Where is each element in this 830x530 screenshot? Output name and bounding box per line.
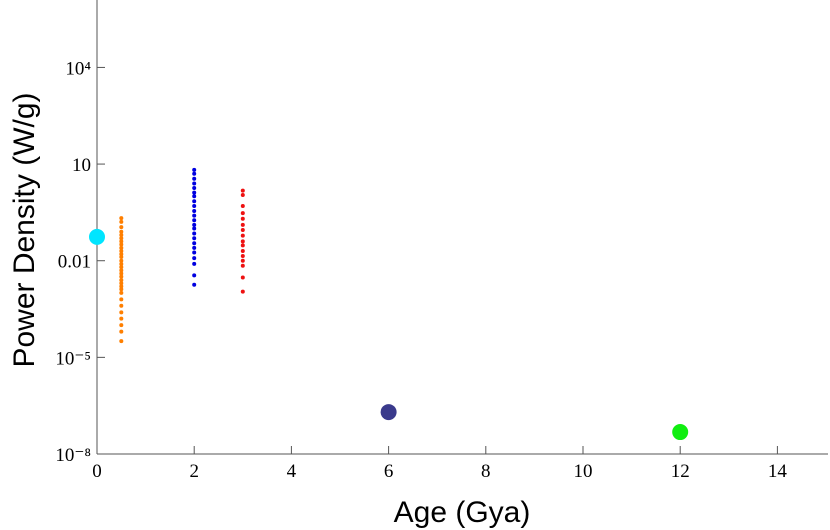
x-tick-label: 8 xyxy=(481,461,491,482)
point xyxy=(119,258,124,263)
point xyxy=(192,241,197,246)
point xyxy=(192,167,197,172)
point xyxy=(192,171,197,176)
point xyxy=(119,255,124,260)
point xyxy=(119,284,124,289)
x-axis-label: Age (Gya) xyxy=(394,496,531,529)
point xyxy=(192,218,197,223)
x-tick-label: 12 xyxy=(671,461,690,482)
point xyxy=(119,219,124,224)
point xyxy=(119,310,124,315)
point xyxy=(240,216,245,221)
point xyxy=(192,181,197,186)
point xyxy=(119,268,124,273)
x-tick-label: 6 xyxy=(384,461,394,482)
x-tick-label: 4 xyxy=(287,461,297,482)
point xyxy=(240,211,245,216)
point xyxy=(119,225,124,230)
y-axis-label: Power Density (W/g) xyxy=(8,92,41,367)
point xyxy=(672,424,689,441)
point xyxy=(240,227,245,232)
point xyxy=(192,261,197,266)
point xyxy=(240,233,245,238)
point xyxy=(89,228,105,245)
point xyxy=(240,203,245,208)
point xyxy=(192,256,197,261)
point xyxy=(119,303,124,308)
point xyxy=(119,236,124,241)
point xyxy=(192,199,197,204)
x-tick-label: 10 xyxy=(574,461,593,482)
point xyxy=(240,243,245,248)
point xyxy=(240,275,245,280)
point xyxy=(192,194,197,199)
point xyxy=(192,226,197,231)
point xyxy=(119,216,124,221)
point xyxy=(119,274,124,279)
point xyxy=(192,236,197,241)
point xyxy=(119,229,124,234)
point xyxy=(240,239,245,244)
point xyxy=(240,263,245,268)
point xyxy=(240,254,245,259)
point xyxy=(192,203,197,208)
point xyxy=(119,287,124,292)
point xyxy=(192,231,197,236)
y-tick-label: 10 xyxy=(72,155,91,176)
point xyxy=(119,278,124,283)
point xyxy=(119,297,124,302)
point xyxy=(192,222,197,227)
point xyxy=(119,281,124,286)
x-tick-label: 2 xyxy=(189,461,199,482)
point xyxy=(192,190,197,195)
point xyxy=(119,232,124,237)
point xyxy=(192,186,197,191)
point xyxy=(119,316,124,321)
point xyxy=(192,273,197,278)
point xyxy=(119,323,124,328)
point xyxy=(119,239,124,244)
point xyxy=(119,329,124,334)
point xyxy=(240,249,245,254)
point xyxy=(119,249,124,254)
point xyxy=(119,262,124,267)
y-tick-label: 10⁻⁸ xyxy=(55,445,91,466)
point xyxy=(240,188,245,193)
point xyxy=(119,265,124,270)
point xyxy=(240,192,245,197)
y-tick-label: 10⁴ xyxy=(65,58,91,79)
point xyxy=(119,242,124,247)
point xyxy=(240,258,245,263)
point xyxy=(380,404,397,421)
point xyxy=(119,290,124,295)
point xyxy=(192,250,197,255)
point xyxy=(119,271,124,276)
point xyxy=(119,245,124,250)
point xyxy=(192,176,197,181)
point xyxy=(119,339,124,344)
point xyxy=(192,245,197,250)
point xyxy=(192,213,197,218)
x-tick-label: 14 xyxy=(768,461,788,482)
point xyxy=(240,222,245,227)
point xyxy=(192,208,197,213)
y-tick-label: 10⁻⁵ xyxy=(55,348,91,369)
x-tick-label: 0 xyxy=(92,461,102,482)
point xyxy=(240,289,245,294)
point xyxy=(192,282,197,287)
y-tick-label: 0.01 xyxy=(58,252,91,273)
point xyxy=(119,252,124,257)
